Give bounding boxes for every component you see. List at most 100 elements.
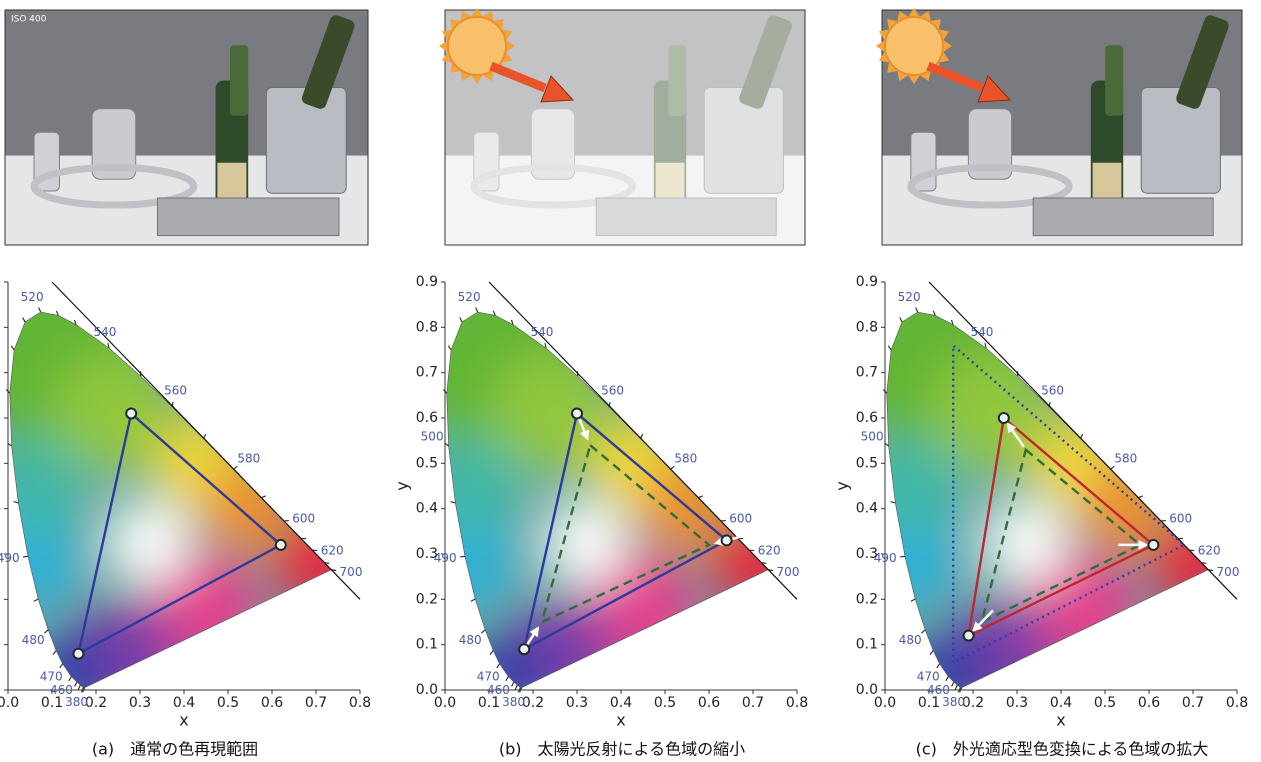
x-tick-label: 0.2 — [962, 695, 984, 711]
y-axis-label: y — [833, 481, 852, 490]
locus-tick — [44, 630, 48, 633]
color-blob — [639, 461, 729, 551]
color-blob — [863, 436, 963, 536]
y-tick-label: 0.4 — [0, 501, 1, 517]
wavelength-label: 560 — [601, 384, 624, 398]
wavelength-label: 600 — [1169, 511, 1192, 525]
x-tick-label: 0.0 — [0, 695, 19, 711]
locus-tick — [460, 556, 465, 557]
color-blob — [1150, 519, 1240, 609]
y-tick-label: 0.0 — [856, 682, 878, 698]
y-tick-label: 0.2 — [0, 591, 1, 607]
x-tick-label: 0.4 — [1050, 695, 1072, 711]
photo — [439, 8, 805, 245]
locus-tick — [937, 664, 940, 668]
wavelength-label: 620 — [758, 544, 781, 558]
wavelength-label: 700 — [777, 565, 800, 579]
x-tick-label: 0.3 — [566, 695, 588, 711]
y-tick-label: 0.0 — [416, 682, 438, 698]
wavelength-label: 470 — [477, 669, 500, 683]
gamut-vertex — [73, 649, 83, 659]
locus-tick — [56, 311, 58, 316]
locus-tick — [78, 685, 80, 690]
x-tick-label: 0.8 — [786, 695, 808, 711]
locus-tick — [476, 307, 478, 312]
x-tick-label: 0.6 — [698, 695, 720, 711]
tray — [157, 198, 339, 236]
locus-tick — [460, 318, 462, 322]
y-tick-label: 0.4 — [856, 501, 878, 517]
photo: ISO 400 — [5, 10, 368, 245]
color-blob — [423, 436, 523, 536]
color-blob — [107, 501, 191, 585]
y-tick-label: 0.8 — [416, 319, 438, 335]
color-blob — [984, 501, 1068, 585]
gamut-vertex — [964, 631, 974, 641]
gamut-vertex — [126, 408, 136, 418]
y-tick-label: 0.7 — [416, 365, 438, 381]
locus-tick — [75, 682, 77, 686]
wavelength-label: 600 — [292, 511, 315, 525]
x-tick-label: 0.3 — [129, 695, 151, 711]
x-tick-label: 0.1 — [918, 695, 940, 711]
photo-label: ISO 400 — [11, 15, 47, 25]
wavelength-label: 470 — [917, 669, 940, 683]
x-tick-label: 0.4 — [610, 695, 632, 711]
wavelength-label: 700 — [1217, 565, 1240, 579]
wavelength-label: 460 — [487, 683, 510, 697]
x-tick-label: 0.7 — [742, 695, 764, 711]
locus-tick — [916, 307, 918, 312]
x-tick-label: 0.7 — [305, 695, 327, 711]
photo — [876, 8, 1242, 245]
locus-tick — [921, 630, 925, 633]
y-tick-label: 0.8 — [0, 319, 1, 335]
x-tick-label: 0.8 — [1226, 695, 1248, 711]
bottle — [1105, 45, 1123, 116]
wavelength-label: 540 — [531, 325, 554, 339]
y-tick-label: 0.9 — [0, 274, 1, 290]
y-tick-label: 0.6 — [416, 410, 438, 426]
color-blend — [0, 269, 363, 714]
wavelength-label: 460 — [927, 683, 950, 697]
y-tick-label: 0.1 — [416, 637, 438, 653]
y-tick-label: 0.4 — [416, 501, 438, 517]
locus-tick — [900, 556, 905, 557]
wavelength-label: 490 — [0, 551, 20, 565]
x-tick-label: 0.7 — [1182, 695, 1204, 711]
wavelength-label: 480 — [22, 633, 45, 647]
locus-tick — [493, 311, 495, 316]
y-tick-label: 0.8 — [856, 319, 878, 335]
locus-tick — [471, 599, 475, 601]
wavelength-label: 600 — [729, 511, 752, 525]
color-blob — [1079, 461, 1169, 551]
wavelength-label: 520 — [458, 290, 481, 304]
locus-tick — [946, 677, 948, 681]
page: ISO 400 0.0 0.1 0.2 0.3 0.4 0.5 0.6 0.7 0.8 0.0 0.1… — [0, 0, 1261, 762]
y-tick-label: 0.5 — [856, 455, 878, 471]
locus-tick — [481, 630, 485, 633]
locus-tick — [34, 599, 38, 601]
locus-tick — [512, 682, 514, 686]
x-tick-label: 0.3 — [1006, 695, 1028, 711]
y-axis-label: y — [393, 481, 412, 490]
wavelength-label: 480 — [459, 633, 482, 647]
x-axis-label: x — [616, 711, 625, 730]
y-tick-label: 0.0 — [0, 682, 1, 698]
locus-tick — [515, 685, 517, 690]
gamut-vertex — [572, 408, 582, 418]
locus-tick — [952, 682, 954, 686]
color-blob — [273, 519, 363, 609]
wavelength-label: 560 — [1041, 384, 1064, 398]
y-tick-label: 0.6 — [0, 410, 1, 426]
x-tick-label: 0.6 — [261, 695, 283, 711]
wavelength-label: 470 — [40, 669, 63, 683]
wavelength-label: 480 — [899, 633, 922, 647]
gamut-vertex — [722, 535, 732, 545]
locus-tick — [11, 346, 14, 350]
locus-tick — [955, 685, 957, 690]
wavelength-label: 580 — [674, 452, 697, 466]
gamut-vertex — [276, 540, 286, 550]
locus-tick — [23, 318, 25, 322]
wavelength-label: 560 — [164, 384, 187, 398]
y-tick-label: 0.1 — [856, 637, 878, 653]
